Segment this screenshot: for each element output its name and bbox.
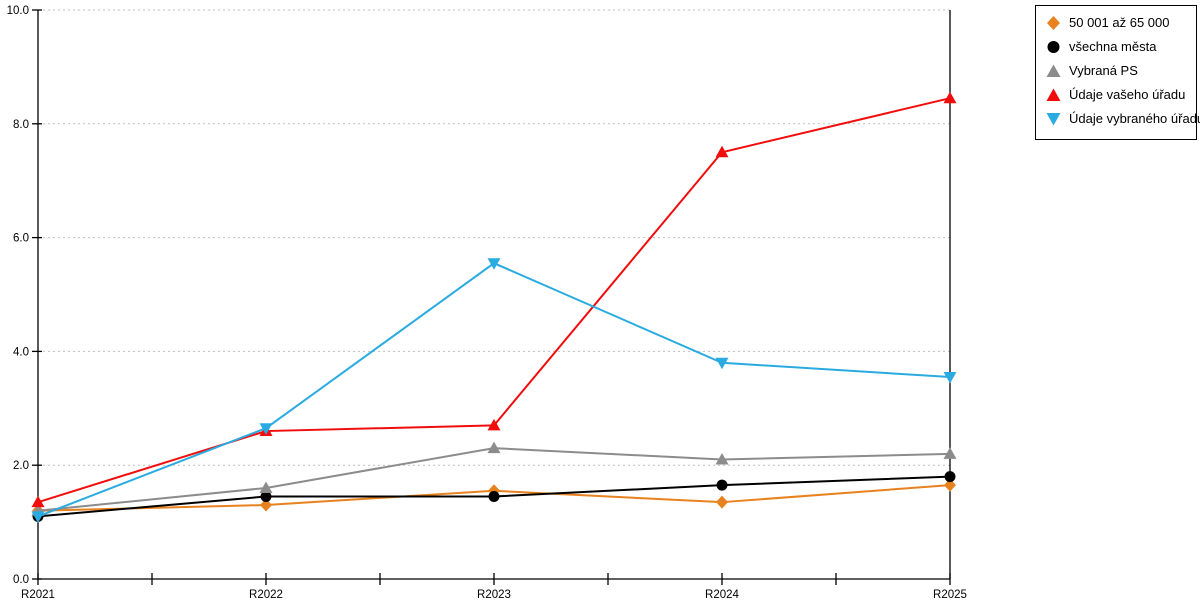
legend-label: Údaje vašeho úřadu bbox=[1069, 87, 1186, 102]
data-point-triangle-up-icon bbox=[715, 145, 729, 158]
legend-item: všechna města bbox=[1046, 39, 1186, 54]
data-point-triangle-down-icon bbox=[259, 423, 273, 435]
x-tick-label: R2024 bbox=[705, 589, 739, 600]
legend-item: Vybraná PS bbox=[1046, 63, 1186, 78]
legend-diamond-icon bbox=[1047, 16, 1060, 30]
legend-label: Údaje vybraného úřadu bbox=[1069, 111, 1200, 126]
legend-triangle-up-icon bbox=[1046, 64, 1061, 77]
data-point-triangle-down-icon bbox=[487, 258, 501, 270]
data-point-diamond-icon bbox=[716, 495, 728, 509]
data-point-circle-icon bbox=[260, 490, 272, 502]
legend-triangle-down-icon bbox=[1046, 113, 1061, 126]
data-point-circle-icon bbox=[488, 490, 500, 502]
data-point-triangle-up-icon bbox=[943, 91, 957, 104]
legend-label: všechna města bbox=[1069, 39, 1157, 54]
series-line bbox=[37, 97, 951, 504]
data-point-triangle-down-icon bbox=[943, 372, 957, 384]
legend: 50 001 až 65 000 všechna města Vybraná PS Ú… bbox=[1035, 5, 1200, 140]
legend-label: Vybraná PS bbox=[1069, 63, 1138, 78]
y-tick-label: 0.0 bbox=[13, 574, 29, 586]
data-point-triangle-up-icon bbox=[715, 453, 729, 465]
data-point-triangle-up-icon bbox=[31, 495, 45, 508]
y-tick-label: 8.0 bbox=[13, 119, 29, 131]
data-point-diamond-icon bbox=[944, 478, 956, 492]
x-tick-label: R2023 bbox=[477, 589, 511, 600]
legend-item: 50 001 až 65 000 bbox=[1046, 15, 1186, 30]
y-tick-label: 6.0 bbox=[13, 233, 29, 245]
data-point-triangle-up-icon bbox=[943, 447, 957, 459]
legend-circle-icon bbox=[1047, 41, 1060, 53]
data-point-triangle-up-icon bbox=[259, 481, 273, 493]
legend-item: Údaje vybraného úřadu bbox=[1046, 111, 1200, 126]
data-point-triangle-down-icon bbox=[715, 357, 729, 370]
x-tick-label: R2021 bbox=[21, 589, 55, 600]
data-point-triangle-up-icon bbox=[487, 441, 501, 454]
data-point-diamond-icon bbox=[260, 498, 272, 512]
legend-triangle-up-icon bbox=[1046, 88, 1061, 101]
legend-label: 50 001 až 65 000 bbox=[1069, 15, 1170, 30]
x-tick-label: R2025 bbox=[933, 589, 967, 600]
y-tick-label: 2.0 bbox=[13, 460, 29, 472]
series-line bbox=[37, 262, 951, 518]
legend-item: Údaje vašeho úřadu bbox=[1046, 87, 1186, 102]
data-point-circle-icon bbox=[944, 471, 956, 483]
x-tick-label: R2022 bbox=[249, 589, 283, 600]
y-tick-label: 4.0 bbox=[13, 346, 29, 358]
y-tick-label: 10.0 bbox=[7, 5, 29, 17]
data-point-triangle-down-icon bbox=[31, 511, 45, 523]
data-point-triangle-up-icon bbox=[487, 418, 501, 431]
data-point-circle-icon bbox=[716, 479, 728, 491]
